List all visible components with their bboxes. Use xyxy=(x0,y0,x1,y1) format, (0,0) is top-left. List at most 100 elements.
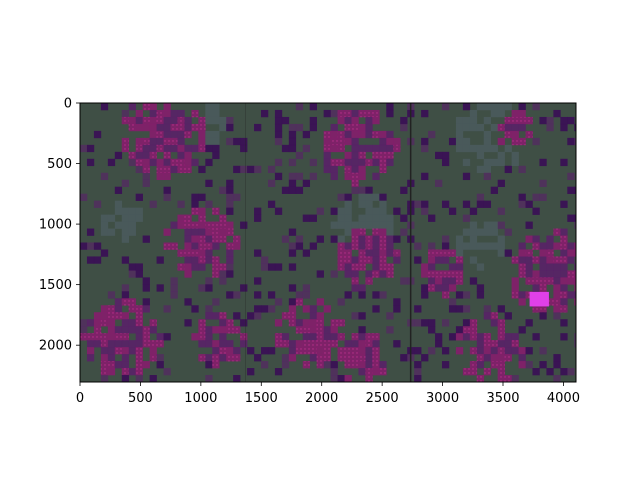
image-texture xyxy=(365,375,373,382)
image-texture xyxy=(525,291,533,299)
image-tile xyxy=(295,151,304,160)
image-tile xyxy=(233,165,241,174)
image-texture xyxy=(441,270,450,278)
image-tile xyxy=(421,263,429,271)
image-tile xyxy=(344,221,352,229)
image-tile xyxy=(441,277,450,285)
image-tile xyxy=(274,109,283,118)
image-tile xyxy=(358,368,366,376)
image-tile xyxy=(337,193,345,201)
image-texture xyxy=(163,137,171,146)
image-tile xyxy=(240,319,248,327)
image-tile xyxy=(330,326,338,334)
image-texture xyxy=(212,270,220,278)
image-texture xyxy=(170,123,178,132)
image-texture xyxy=(191,249,199,257)
image-tile xyxy=(184,228,192,236)
image-tile xyxy=(281,361,290,369)
image-texture xyxy=(121,333,130,341)
image-texture xyxy=(504,375,512,382)
image-tile xyxy=(358,214,366,222)
image-tile xyxy=(93,200,102,208)
image-tile xyxy=(149,375,157,382)
image-texture xyxy=(142,326,150,334)
image-tile xyxy=(483,130,492,139)
image-texture xyxy=(135,144,143,153)
image-tile xyxy=(386,158,394,167)
image-texture xyxy=(560,242,568,250)
image-tile xyxy=(136,382,143,389)
image-texture xyxy=(205,221,213,229)
image-texture xyxy=(511,256,519,264)
image-tile xyxy=(309,354,317,362)
image-tile xyxy=(295,103,304,111)
image-tile xyxy=(560,263,568,271)
image-texture xyxy=(323,130,331,139)
image-tile xyxy=(86,158,95,167)
image-texture xyxy=(553,298,561,306)
image-tile xyxy=(184,319,192,327)
x-tick-label: 1500 xyxy=(245,391,278,406)
image-tile xyxy=(511,333,519,341)
image-tile xyxy=(267,347,276,355)
image-tile xyxy=(546,263,554,271)
image-tile xyxy=(428,347,436,355)
image-texture xyxy=(553,228,561,236)
image-tile xyxy=(288,298,297,306)
image-tile xyxy=(226,207,234,215)
image-tile xyxy=(288,158,297,167)
image-tile xyxy=(372,158,380,167)
image-tile xyxy=(386,221,394,229)
image-tile xyxy=(504,228,512,236)
image-tile xyxy=(323,361,331,369)
image-texture xyxy=(344,123,352,132)
image-tile xyxy=(219,116,227,125)
image-tile xyxy=(483,354,492,362)
image-tile xyxy=(163,123,171,132)
image-tile xyxy=(441,256,450,264)
image-tile xyxy=(212,103,220,111)
image-tile xyxy=(142,144,150,153)
image-tile xyxy=(525,319,533,327)
image-tile xyxy=(128,103,136,111)
image-texture xyxy=(469,361,478,369)
image-texture xyxy=(156,144,164,153)
image-tile xyxy=(414,375,422,382)
image-tile xyxy=(546,256,554,264)
image-texture xyxy=(295,298,304,306)
image-tile xyxy=(386,235,394,243)
image-texture xyxy=(156,165,164,174)
image-tile xyxy=(93,256,102,264)
image-tile xyxy=(435,333,443,341)
image-tile xyxy=(288,144,297,153)
image-tile xyxy=(177,144,185,153)
image-tile xyxy=(553,291,561,299)
image-tile xyxy=(497,221,505,229)
image-tile xyxy=(302,333,311,341)
image-tile xyxy=(372,263,380,271)
image-texture xyxy=(135,312,143,320)
image-texture xyxy=(574,270,576,278)
image-tile xyxy=(455,235,464,243)
image-tile xyxy=(483,103,492,111)
image-tile xyxy=(435,340,443,348)
image-tile xyxy=(469,221,478,229)
image-texture xyxy=(372,130,380,139)
image-texture xyxy=(344,256,352,264)
image-texture xyxy=(135,319,143,327)
image-texture xyxy=(212,354,220,362)
image-tile xyxy=(198,284,206,292)
image-tile xyxy=(546,242,554,250)
image-tile xyxy=(518,193,526,201)
image-texture xyxy=(497,368,505,376)
image-tile xyxy=(428,130,436,139)
image-tile xyxy=(455,326,464,334)
image-tile xyxy=(156,333,164,341)
image-texture xyxy=(372,228,380,236)
image-tile xyxy=(462,333,471,341)
image-tile xyxy=(156,284,164,292)
image-tile xyxy=(267,165,276,174)
image-texture xyxy=(184,214,192,222)
image-texture xyxy=(323,354,331,362)
image-texture xyxy=(177,249,185,257)
